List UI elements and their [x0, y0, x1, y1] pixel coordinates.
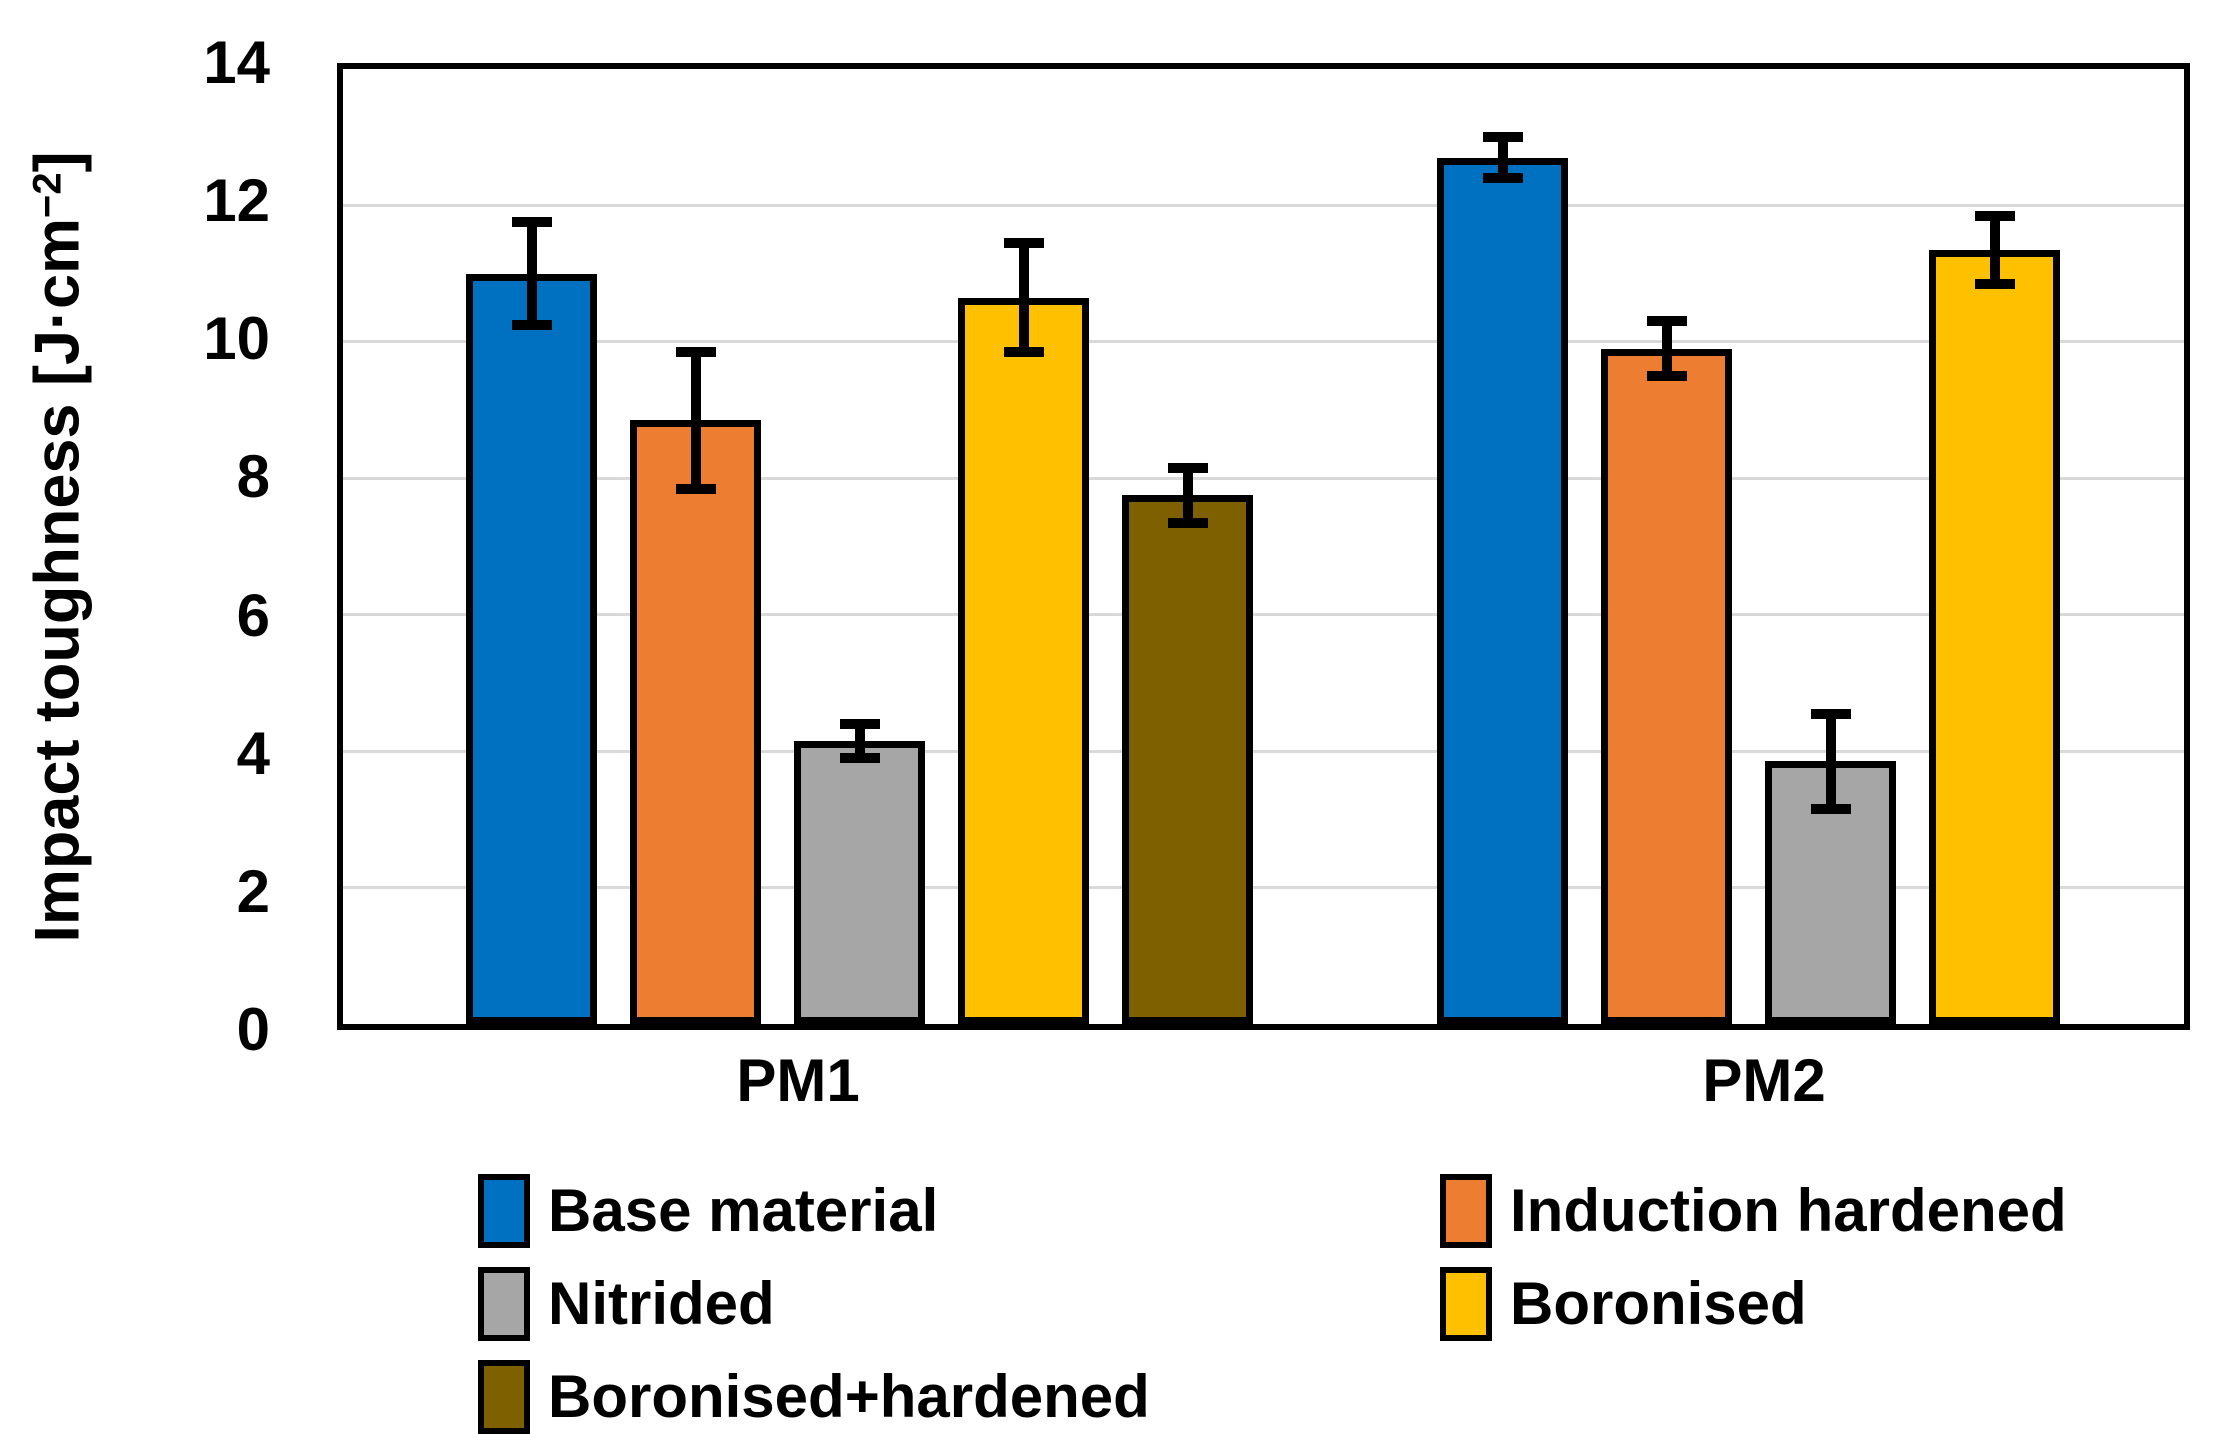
bar-pm1-base-material	[466, 273, 597, 1024]
bar-pm1-induction-hardened	[630, 420, 761, 1024]
error-bar-cap-top-pm2-induction-hardened	[1646, 316, 1687, 327]
error-bar-line-pm1-nitrided	[854, 723, 865, 758]
x-tick-label-pm2: PM2	[1702, 1047, 1826, 1114]
legend-label-boronised-hardened: Boronised+hardened	[548, 1362, 1150, 1430]
bar-pm2-nitrided	[1765, 761, 1896, 1024]
y-tick-label-12: 12	[203, 167, 270, 235]
y-tick-label-0: 0	[236, 996, 270, 1063]
plot-area	[337, 63, 2190, 1030]
legend-swatch-boronised-hardened	[478, 1359, 530, 1434]
legend-swatch-boronised	[1440, 1266, 1492, 1341]
bar-pm2-induction-hardened	[1601, 348, 1732, 1024]
error-bar-cap-bottom-pm1-nitrided	[839, 752, 880, 763]
legend-item-boronised-hardened: Boronised+hardened	[478, 1350, 1150, 1434]
error-bar-cap-top-pm1-nitrided	[839, 718, 880, 729]
error-bar-line-pm2-nitrided	[1825, 713, 1836, 810]
y-axis-title-superscript: −2	[25, 171, 70, 218]
y-tick-label-8: 8	[236, 443, 270, 511]
gridline-y-8	[343, 476, 2184, 480]
legend-label-nitrided: Nitrided	[548, 1269, 775, 1337]
error-bar-line-pm1-base-material	[526, 222, 537, 325]
legend-swatch-induction-hardened	[1440, 1173, 1492, 1248]
y-axis-tick-labels: 0 2 4 6 8 10 12 14	[70, 31, 270, 1062]
error-bar-cap-top-pm1-boronised-hardened	[1167, 463, 1208, 474]
legend-column-1: Base material Nitrided Boronised+hardened	[478, 1164, 1150, 1434]
error-bar-line-pm2-induction-hardened	[1661, 321, 1672, 376]
error-bar-cap-bottom-pm2-nitrided	[1810, 804, 1851, 815]
bar-pm2-boronised	[1929, 249, 2060, 1024]
legend-item-nitrided: Nitrided	[478, 1257, 1150, 1350]
error-bar-cap-bottom-pm1-boronised-hardened	[1167, 517, 1208, 528]
bar-pm1-boronised	[958, 297, 1089, 1024]
error-bar-cap-top-pm1-base-material	[511, 217, 552, 228]
legend-label-base-material: Base material	[548, 1176, 939, 1244]
y-tick-label-10: 10	[203, 305, 270, 373]
gridline-y-4	[343, 749, 2184, 753]
error-bar-cap-bottom-pm1-induction-hardened	[675, 483, 716, 494]
error-bar-cap-top-pm2-boronised	[1974, 210, 2015, 221]
error-bar-line-pm2-boronised	[1989, 215, 2000, 284]
legend-item-boronised: Boronised	[1440, 1257, 2067, 1350]
x-tick-label-pm1: PM1	[736, 1047, 860, 1114]
bar-pm1-boronised-hardened	[1122, 495, 1253, 1024]
gridline-y-12	[343, 203, 2184, 207]
legend-item-induction-hardened: Induction hardened	[1440, 1164, 2067, 1257]
error-bar-cap-top-pm1-induction-hardened	[675, 347, 716, 358]
error-bar-cap-bottom-pm2-induction-hardened	[1646, 370, 1687, 381]
y-tick-label-2: 2	[236, 857, 270, 925]
y-tick-label-4: 4	[236, 719, 270, 787]
y-tick-label-14: 14	[203, 29, 270, 96]
error-bar-line-pm1-boronised	[1018, 242, 1029, 353]
error-bar-cap-bottom-pm1-base-material	[511, 319, 552, 330]
error-bar-cap-top-pm2-nitrided	[1810, 708, 1851, 719]
y-tick-label-6: 6	[236, 581, 270, 649]
error-bar-cap-top-pm1-boronised	[1003, 237, 1044, 248]
gridline-y-10	[343, 340, 2184, 344]
gridline-y-6	[343, 613, 2184, 617]
error-bar-line-pm2-base-material	[1497, 137, 1508, 179]
bar-pm1-nitrided	[794, 740, 925, 1024]
error-bar-cap-top-pm2-base-material	[1482, 132, 1523, 143]
error-bar-line-pm1-induction-hardened	[690, 352, 701, 489]
error-bar-cap-bottom-pm2-base-material	[1482, 173, 1523, 184]
error-bar-cap-bottom-pm1-boronised	[1003, 347, 1044, 358]
legend-swatch-nitrided	[478, 1266, 530, 1341]
error-bar-cap-bottom-pm2-boronised	[1974, 278, 2015, 289]
legend-swatch-base-material	[478, 1173, 530, 1248]
legend-item-base-material: Base material	[478, 1164, 1150, 1257]
legend-label-induction-hardened: Induction hardened	[1510, 1176, 2067, 1244]
gridline-y-2	[343, 886, 2184, 890]
bar-pm2-base-material	[1437, 157, 1568, 1024]
error-bar-line-pm1-boronised-hardened	[1182, 468, 1193, 523]
legend-label-boronised: Boronised	[1510, 1269, 1807, 1337]
legend-column-2: Induction hardened Boronised	[1440, 1164, 2067, 1350]
